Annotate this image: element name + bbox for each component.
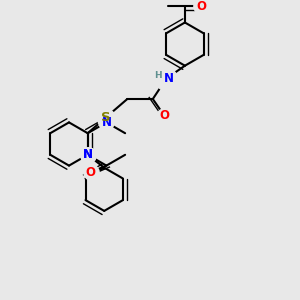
Text: N: N [101,116,111,129]
Text: O: O [159,109,169,122]
Text: O: O [196,0,206,13]
Text: N: N [83,148,93,161]
Text: N: N [164,72,174,85]
Text: H: H [154,70,162,80]
Text: O: O [86,166,96,179]
Text: S: S [101,111,110,124]
Text: N: N [83,148,93,161]
